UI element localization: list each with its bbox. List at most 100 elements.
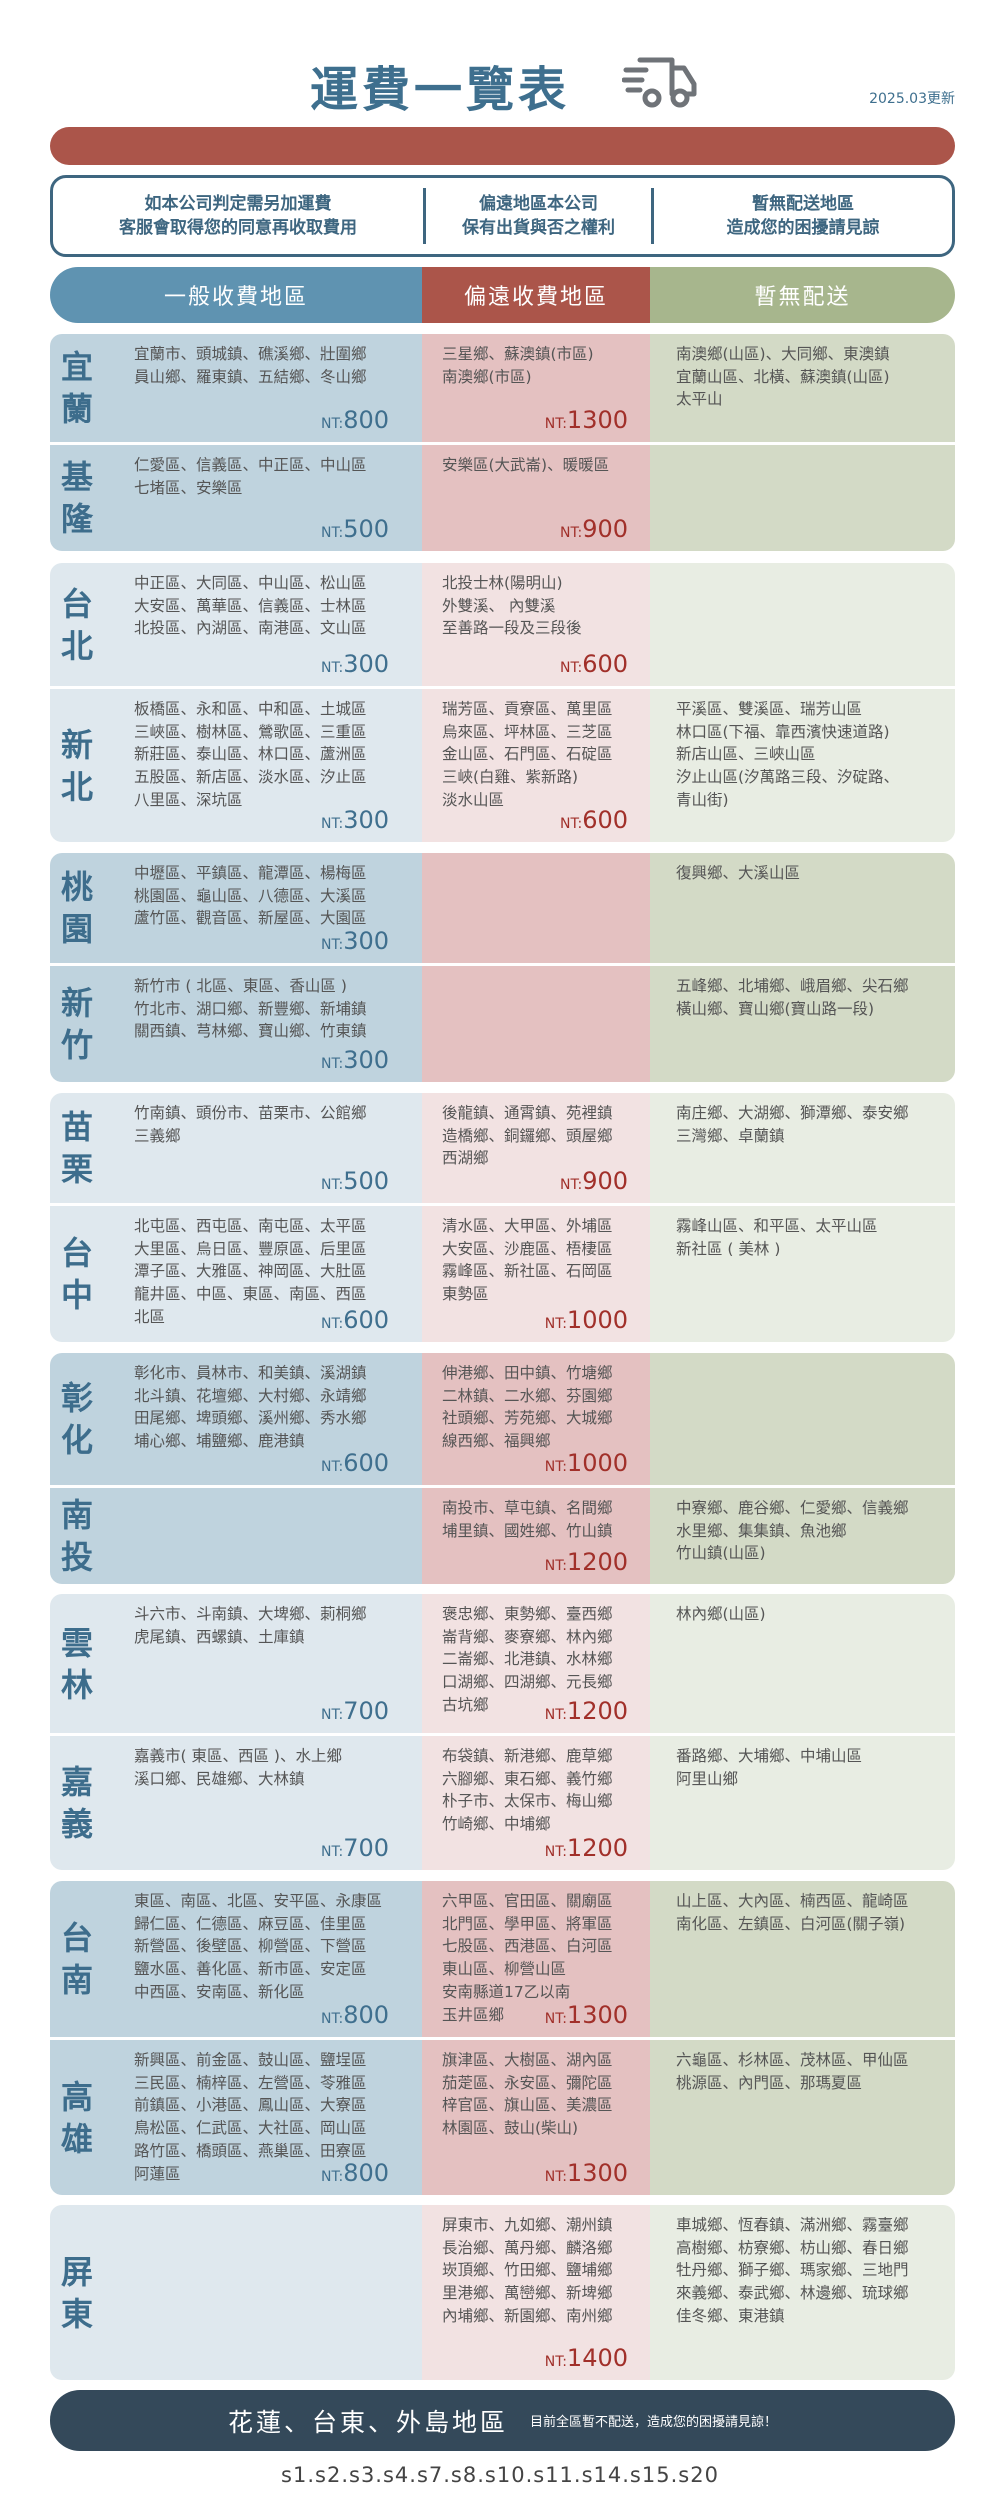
area-list-remote: 三星鄉、蘇澳鎮(市區) 南澳鄉(市區) [442, 343, 594, 388]
price-value: 600 [582, 806, 628, 834]
price-value: 1300 [566, 2159, 628, 2187]
cell-general: 嘉義嘉義市( 東區、西區 )、水上鄉 溪口鄉、民雄鄉、大林鎮 NT:700 [50, 1736, 422, 1870]
area-line: 水里鄉、集集鎮、魚池鄉 [676, 1521, 847, 1540]
area-list-no-delivery: 車城鄉、恆春鎮、滿洲鄉、霧臺鄉 高樹鄉、枋寮鄉、枋山鄉、春日鄉 牡丹鄉、獅子鄉、瑪家… [676, 2214, 909, 2328]
region-row: 桃園中壢區、平鎮區、龍潭區、楊梅區 桃園區、龜山區、八德區、大溪區 蘆竹區、觀音區、… [50, 853, 955, 963]
area-line: 三星鄉、蘇澳鎮(市區) [442, 345, 594, 363]
cell-remote: 褒忠鄉、東勢鄉、臺西鄉 崙背鄉、麥寮鄉、林內鄉 二崙鄉、北港鎮、水林鄉 口湖鄉、四湖鄉… [422, 1594, 650, 1733]
area-line: 北投區、內湖區、南港區、文山區 [134, 619, 367, 638]
area-line: 內埔鄉、新園鄉、南州鄉 [442, 2306, 613, 2325]
page-title: 運費一覽表 [309, 62, 570, 118]
area-line: 新社區 ( 美林 ) [676, 1239, 781, 1258]
cell-no-delivery: 林內鄉(山區) [650, 1594, 955, 1733]
area-line: 三灣鄉、卓蘭鎮 [676, 1126, 785, 1145]
region-name: 台南 [60, 1919, 93, 1999]
price-prefix: NT: [544, 2169, 567, 2185]
cell-remote: 屏東市、九如鄉、潮州鎮 長治鄉、萬丹鄉、麟洛鄉 崁頂鄉、竹田鄉、鹽埔鄉 里港鄉、萬巒鄉… [422, 2205, 650, 2380]
area-line: 線西鄉、福興鄉 [442, 1432, 551, 1451]
area-line: 新店山區、三峽山區 [676, 745, 816, 764]
region-name: 基隆 [60, 458, 93, 538]
area-line: 布袋鎮、新港鄉、鹿草鄉 [442, 1747, 613, 1765]
price-prefix: NT: [320, 1844, 344, 1860]
area-list-remote: 清水區、大甲區、外埔區 大安區、沙鹿區、梧棲區 霧峰區、新社區、石岡區 東勢區 [442, 1215, 613, 1306]
area-line: 太平山 [676, 390, 723, 409]
price-prefix: NT: [559, 525, 583, 541]
area-list-no-delivery: 平溪區、雙溪區、瑞芳山區 林口區(下福、靠西濱快速道路) 新店山區、三峽山區 汐止山區… [676, 698, 899, 812]
region-name: 新北 [60, 725, 93, 806]
cell-remote: 瑞芳區、貢寮區、萬里區 烏來區、坪林區、三芝區 金山區、石門區、石碇區 三峽(白雞、紫… [422, 689, 650, 842]
area-line: 宜蘭市、頭城鎮、礁溪鄉、壯圍鄉 [134, 345, 367, 363]
region-row: 台南東區、南區、北區、安平區、永康區 歸仁區、仁德區、麻豆區、佳里區 新營區、後壁區… [50, 1881, 955, 2037]
area-line: 三峽區、樹林區、鶯歌區、三重區 [134, 722, 367, 741]
cell-no-delivery: 車城鄉、恆春鎮、滿洲鄉、霧臺鄉 高樹鄉、枋寮鄉、枋山鄉、春日鄉 牡丹鄉、獅子鄉、瑪家… [650, 2205, 955, 2380]
area-list-general: 竹南鎮、頭份市、苗栗市、公館鄉 三義鄉 [134, 1102, 367, 1147]
region-row: 新竹 新竹市 ( 北區、東區、香山區 ) 竹北市、湖口鄉、新豐鄉、新埔鎮 關西鎮、芎林… [50, 966, 955, 1082]
area-list-remote: 南投市、草屯鎮、名間鄉 埔里鎮、國姓鄉、竹山鎮 [442, 1497, 613, 1542]
region-row: 宜蘭宜蘭市、頭城鎮、礁溪鄉、壯圍鄉 員山鄉、羅東鎮、五結鄉、冬山鄉 NT:800 三星… [50, 334, 955, 442]
price-general: NT:500 [321, 1167, 389, 1195]
area-line: 北區 [134, 1307, 166, 1326]
price-remote: NT:1000 [545, 1306, 628, 1334]
region-name: 桃園 [60, 868, 93, 948]
cell-general: 雲林斗六市、斗南鎮、大埤鄉、莿桐鄉 虎尾鎮、西螺鎮、土庫鎮 NT:700 [50, 1594, 422, 1733]
area-list-no-delivery: 五峰鄉、北埔鄉、峨眉鄉、尖石鄉 橫山鄉、寶山鄉(寶山路一段) [676, 975, 909, 1020]
area-list-remote: 屏東市、九如鄉、潮州鎮 長治鄉、萬丹鄉、麟洛鄉 崁頂鄉、竹田鄉、鹽埔鄉 里港鄉、萬巒鄉… [442, 2214, 613, 2328]
price-prefix: NT: [320, 816, 344, 832]
price-general: NT:700 [321, 1697, 389, 1725]
price-value: 300 [343, 650, 389, 678]
area-line: 員山鄉、羅東鎮、五結鄉、冬山鄉 [134, 367, 367, 386]
area-line: 南庄鄉、大湖鄉、獅潭鄉、泰安鄉 [676, 1104, 909, 1122]
area-line: 五峰鄉、北埔鄉、峨眉鄉、尖石鄉 [676, 977, 909, 995]
cell-no-delivery: 平溪區、雙溪區、瑞芳山區 林口區(下福、靠西濱快速道路) 新店山區、三峽山區 汐止山區… [650, 689, 955, 842]
cell-no-delivery [650, 445, 955, 551]
area-list-remote: 旗津區、大樹區、湖內區 茄萣區、永安區、彌陀區 梓官區、旗山區、美濃區 林園區、鼓山(… [442, 2049, 613, 2140]
area-list-general: 北屯區、西屯區、南屯區、太平區 大里區、烏日區、豐原區、后里區 潭子區、大雅區、神岡… [134, 1215, 367, 1329]
notice-box: 如本公司判定需另加運費 客服會取得您的同意再收取費用 偏遠地區本公司 保有出貨與… [50, 175, 955, 257]
notice-line: 客服會取得您的同意再收取費用 [119, 218, 357, 238]
area-line: 佳冬鄉、東港鎮 [676, 2306, 785, 2325]
area-list-remote: 褒忠鄉、東勢鄉、臺西鄉 崙背鄉、麥寮鄉、林內鄉 二崙鄉、北港鎮、水林鄉 口湖鄉、四湖鄉… [442, 1603, 613, 1717]
cell-remote [422, 853, 650, 963]
area-line: 虎尾鎮、西螺鎮、土庫鎮 [134, 1627, 305, 1646]
area-line: 安樂區(大武崙)、暖暖區 [442, 456, 610, 474]
cell-general: 苗栗竹南鎮、頭份市、苗栗市、公館鄉 三義鄉 NT:500 [50, 1093, 422, 1203]
cell-remote: 南投市、草屯鎮、名間鄉 埔里鎮、國姓鄉、竹山鎮 NT:1200 [422, 1488, 650, 1584]
area-line: 金山區、石門區、石碇區 [442, 745, 613, 764]
cell-no-delivery: 復興鄉、大溪山區 [650, 853, 955, 963]
area-list-remote: 瑞芳區、貢寮區、萬里區 烏來區、坪林區、三芝區 金山區、石門區、石碇區 三峽(白雞、紫… [442, 698, 613, 812]
price-prefix: NT: [544, 1316, 567, 1332]
area-line: 埔里鎮、國姓鄉、竹山鎮 [442, 1521, 613, 1540]
area-line: 北斗鎮、花壇鄉、大村鄉、永靖鄉 [134, 1386, 367, 1405]
area-line: 長治鄉、萬丹鄉、麟洛鄉 [442, 2238, 613, 2257]
area-list-no-delivery: 南庄鄉、大湖鄉、獅潭鄉、泰安鄉 三灣鄉、卓蘭鎮 [676, 1102, 909, 1147]
area-list-remote: 安樂區(大武崙)、暖暖區 [442, 454, 609, 477]
area-line: 霧峰區、新社區、石岡區 [442, 1262, 613, 1281]
price-prefix: NT: [559, 660, 583, 676]
area-line: 霧峰山區、和平區、太平山區 [676, 1217, 878, 1235]
price-general: NT:800 [321, 2001, 389, 2029]
price-prefix: NT: [544, 416, 567, 432]
cell-remote: 三星鄉、蘇澳鎮(市區) 南澳鄉(市區) NT:1300 [422, 334, 650, 442]
area-line: 崙背鄉、麥寮鄉、林內鄉 [442, 1627, 613, 1646]
area-line: 屏東市、九如鄉、潮州鎮 [442, 2216, 613, 2234]
price-remote: NT:1200 [545, 1548, 628, 1576]
cell-general: 基隆仁愛區、信義區、中正區、中山區 七堵區、安樂區 NT:500 [50, 445, 422, 551]
price-general: NT:700 [321, 1834, 389, 1862]
region-row: 屏東 屏東市、九如鄉、潮州鎮 長治鄉、萬丹鄉、麟洛鄉 崁頂鄉、竹田鄉、鹽埔鄉 里港鄉、萬… [50, 2205, 955, 2380]
area-line: 竹山鎮(山區) [676, 1544, 766, 1563]
area-line: 桃源區、內門區、那瑪夏區 [676, 2073, 863, 2092]
price-prefix: NT: [544, 2354, 567, 2370]
area-line: 竹南鎮、頭份市、苗栗市、公館鄉 [134, 1104, 367, 1122]
cell-remote: 後龍鎮、通霄鎮、苑裡鎮 造橋鄉、銅鑼鄉、頭屋鄉 西湖鄉 NT:900 [422, 1093, 650, 1203]
price-general: NT:800 [321, 2159, 389, 2187]
price-remote: NT:1200 [545, 1834, 628, 1862]
area-line: 後龍鎮、通霄鎮、苑裡鎮 [442, 1104, 613, 1122]
area-line: 南澳鄉(山區)、大同鄉、東澳鎮 [676, 345, 890, 363]
area-line: 橫山鄉、寶山鄉(寶山路一段) [676, 999, 875, 1018]
area-line: 六甲區、官田區、關廟區 [442, 1892, 613, 1910]
area-list-general: 嘉義市( 東區、西區 )、水上鄉 溪口鄉、民雄鄉、大林鎮 [134, 1745, 342, 1790]
banner-note: 目前全區暫不配送，造成您的困擾請見諒！ [530, 2415, 778, 2430]
area-line: 青山街) [676, 790, 729, 809]
area-line: 仁愛區、信義區、中正區、中山區 [134, 456, 367, 474]
price-value: 600 [582, 650, 628, 678]
